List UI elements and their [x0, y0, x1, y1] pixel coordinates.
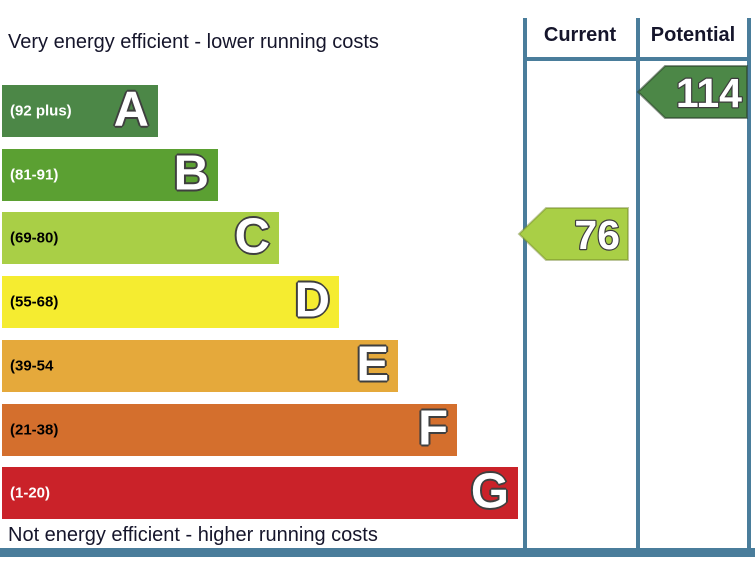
bottom-caption: Not energy efficient - higher running co… — [8, 524, 378, 546]
current-rating-value: 76 — [574, 212, 620, 258]
band-row-F: (21-38) F — [2, 404, 457, 456]
band-letter: G — [470, 464, 509, 519]
current-column-left-line — [523, 18, 527, 556]
band-row-G: (1-20) G — [2, 467, 518, 519]
band-range-label: (39-54 — [10, 357, 54, 375]
band-row-A: (92 plus) A — [2, 85, 158, 137]
band-range-label: (92 plus) — [10, 102, 72, 120]
potential-rating-arrow: 114 — [636, 65, 748, 119]
band-letter: D — [294, 273, 330, 328]
band-row-E: (39-54 E — [2, 340, 398, 392]
potential-rating-value: 114 — [676, 70, 742, 116]
right-border-line — [747, 18, 751, 556]
current-column-header: Current — [543, 24, 617, 46]
band-row-C: (69-80) C — [2, 212, 279, 264]
band-letter: A — [113, 82, 149, 137]
potential-column-left-line — [636, 18, 640, 556]
band-letter: C — [234, 209, 270, 264]
band-letter: F — [418, 401, 448, 456]
band-range-label: (55-68) — [10, 293, 59, 311]
potential-column-header: Potential — [650, 24, 736, 46]
band-letter: B — [173, 146, 209, 201]
band-range-label: (1-20) — [10, 484, 51, 502]
current-arrow-shape — [517, 207, 629, 261]
header-underline — [523, 57, 751, 61]
band-row-B: (81-91) B — [2, 149, 218, 201]
band-letter: E — [356, 337, 389, 392]
potential-arrow-shape — [636, 65, 748, 119]
top-caption: Very energy efficient - lower running co… — [8, 31, 379, 53]
band-row-D: (55-68) D — [2, 276, 339, 328]
band-range-label: (81-91) — [10, 166, 59, 184]
band-range-label: (21-38) — [10, 421, 59, 439]
bottom-border-bar — [0, 548, 755, 557]
band-range-label: (69-80) — [10, 229, 59, 247]
current-rating-arrow: 76 — [517, 207, 629, 261]
